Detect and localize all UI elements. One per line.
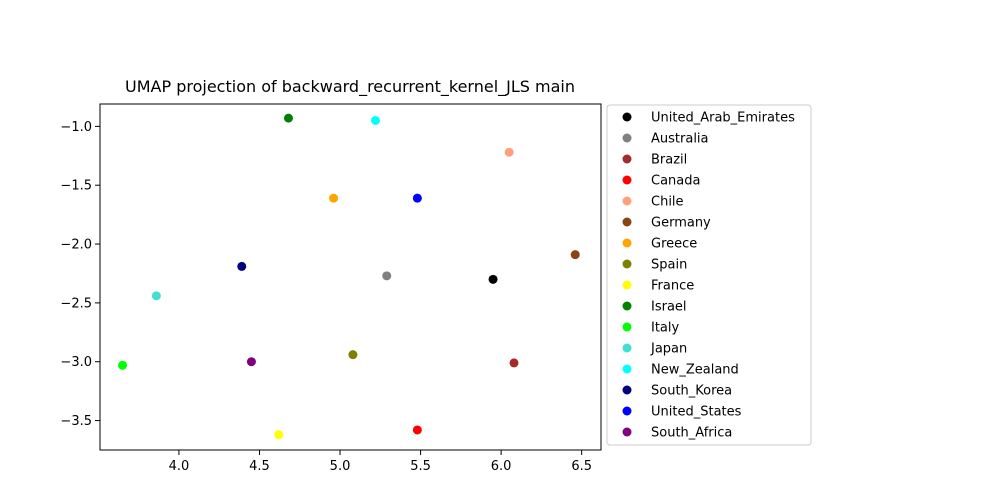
legend-label: Japan	[650, 342, 687, 357]
legend-marker	[622, 280, 632, 290]
data-points	[118, 113, 580, 440]
y-tick-label: −1.5	[60, 179, 92, 194]
x-tick-label: 6.5	[571, 459, 592, 474]
data-point-canada	[412, 425, 422, 435]
x-tick-label: 4.5	[249, 459, 270, 474]
legend-label: Greece	[651, 237, 697, 252]
y-tick-label: −1.0	[60, 120, 92, 135]
legend: United_Arab_Emirates Australia Brazil Canad…	[606, 104, 812, 446]
chart-title: UMAP projection of backward_recurrent_ke…	[125, 77, 575, 97]
legend-label: Chile	[651, 195, 684, 210]
x-tick-label: 5.0	[330, 459, 351, 474]
x-tick-label: 4.0	[169, 459, 190, 474]
legend-box	[606, 104, 812, 446]
legend-marker	[622, 343, 632, 353]
legend-marker	[622, 259, 632, 269]
data-point-italy	[118, 360, 128, 370]
data-point-israel	[283, 113, 293, 123]
data-point-australia	[382, 271, 392, 281]
y-tick-label: −2.5	[60, 296, 92, 311]
legend-label: New_Zealand	[651, 363, 739, 378]
legend-label: France	[651, 279, 694, 294]
y-axis: −1.0 −1.5 −2.0 −2.5 −3.0 −3.5	[60, 120, 100, 429]
legend-label: Canada	[651, 174, 700, 189]
data-point-united-arab-emirates	[488, 274, 498, 284]
legend-label: United_States	[651, 405, 742, 420]
legend-label: Israel	[651, 300, 687, 315]
legend-marker	[622, 427, 632, 437]
data-point-south-africa	[246, 357, 256, 367]
y-tick-label: −3.5	[60, 414, 92, 429]
legend-marker	[622, 112, 632, 122]
legend-label: South_Korea	[651, 384, 732, 399]
legend-marker	[622, 385, 632, 395]
legend-marker	[622, 301, 632, 311]
x-tick-label: 5.5	[410, 459, 431, 474]
data-point-spain	[348, 350, 358, 360]
plot-area	[99, 103, 602, 451]
data-point-south-korea	[237, 261, 247, 271]
legend-label: Italy	[651, 321, 680, 336]
y-tick-label: −3.0	[60, 355, 92, 370]
data-point-germany	[570, 250, 580, 260]
data-point-japan	[151, 291, 161, 301]
legend-marker	[622, 133, 632, 143]
data-point-united-states	[412, 193, 422, 203]
data-point-france	[274, 430, 284, 440]
x-tick-label: 6.0	[491, 459, 512, 474]
legend-marker	[622, 406, 632, 416]
legend-marker	[622, 217, 632, 227]
legend-label: South_Africa	[651, 426, 732, 441]
legend-marker	[622, 322, 632, 332]
legend-label: Germany	[651, 216, 711, 231]
legend-label: Australia	[651, 132, 709, 147]
legend-label: United_Arab_Emirates	[651, 111, 795, 126]
legend-label: Spain	[651, 258, 687, 273]
legend-marker	[622, 196, 632, 206]
data-point-brazil	[509, 358, 519, 368]
legend-marker	[622, 154, 632, 164]
legend-marker	[622, 175, 632, 185]
data-point-chile	[504, 147, 514, 157]
data-point-greece	[329, 193, 339, 203]
x-axis: 4.0 4.5 5.0 5.5 6.0 6.5	[169, 450, 592, 474]
plot-frame	[99, 103, 602, 451]
legend-label: Brazil	[651, 153, 687, 168]
y-tick-label: −2.0	[60, 238, 92, 253]
data-point-new-zealand	[370, 115, 380, 125]
legend-marker	[622, 364, 632, 374]
legend-marker	[622, 238, 632, 248]
